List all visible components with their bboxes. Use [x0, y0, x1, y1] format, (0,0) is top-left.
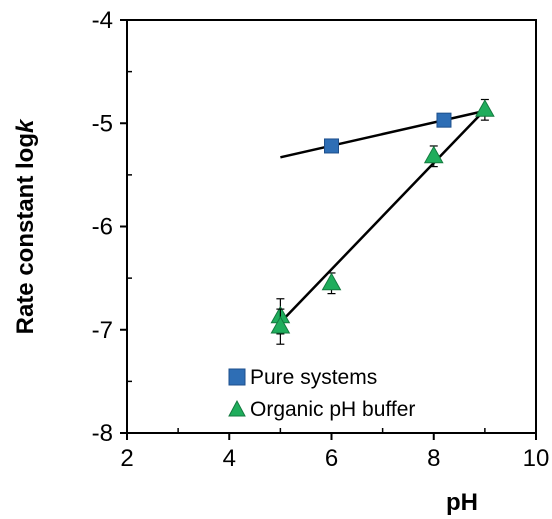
- data-point-square: [324, 138, 339, 154]
- legend-label-pure-systems: Pure systems: [250, 366, 377, 389]
- legend-marker-organic-ph-buffer: [228, 399, 246, 417]
- y-tick-label: -7: [92, 317, 113, 344]
- legend-label-organic-ph-buffer: Organic pH buffer: [250, 398, 415, 421]
- x-tick-label: 4: [223, 445, 236, 472]
- axes: 2 4 6 8 10 -4 -5 -6 -7 -8: [92, 7, 550, 472]
- x-tick-label: 10: [523, 445, 550, 472]
- data-point-triangle: [423, 145, 444, 164]
- x-tick-label: 8: [427, 445, 440, 472]
- legend: Pure systems Organic pH buffer: [228, 366, 415, 421]
- y-axis-title-variable: k: [12, 118, 39, 133]
- plot-area: [270, 98, 495, 345]
- x-axis-title: pH: [446, 489, 478, 516]
- data-point-triangle: [321, 272, 342, 291]
- y-tick-label: -6: [92, 214, 113, 241]
- x-tick-label: 2: [120, 445, 133, 472]
- y-tick-label: -4: [92, 7, 113, 34]
- trendline-series-1: [280, 109, 486, 159]
- y-tick-label: -8: [92, 420, 113, 447]
- y-axis-title-prefix: Rate constant log: [12, 133, 39, 334]
- data-point-triangle: [270, 316, 291, 334]
- y-tick-label: -5: [92, 110, 113, 137]
- trendline-series-2: [279, 108, 486, 324]
- legend-marker-pure-systems: [228, 368, 246, 386]
- data-point-triangle: [475, 99, 495, 117]
- x-tick-label: 6: [325, 445, 338, 472]
- y-axis-title: Rate constant logk: [12, 118, 39, 334]
- data-point-square: [436, 112, 452, 128]
